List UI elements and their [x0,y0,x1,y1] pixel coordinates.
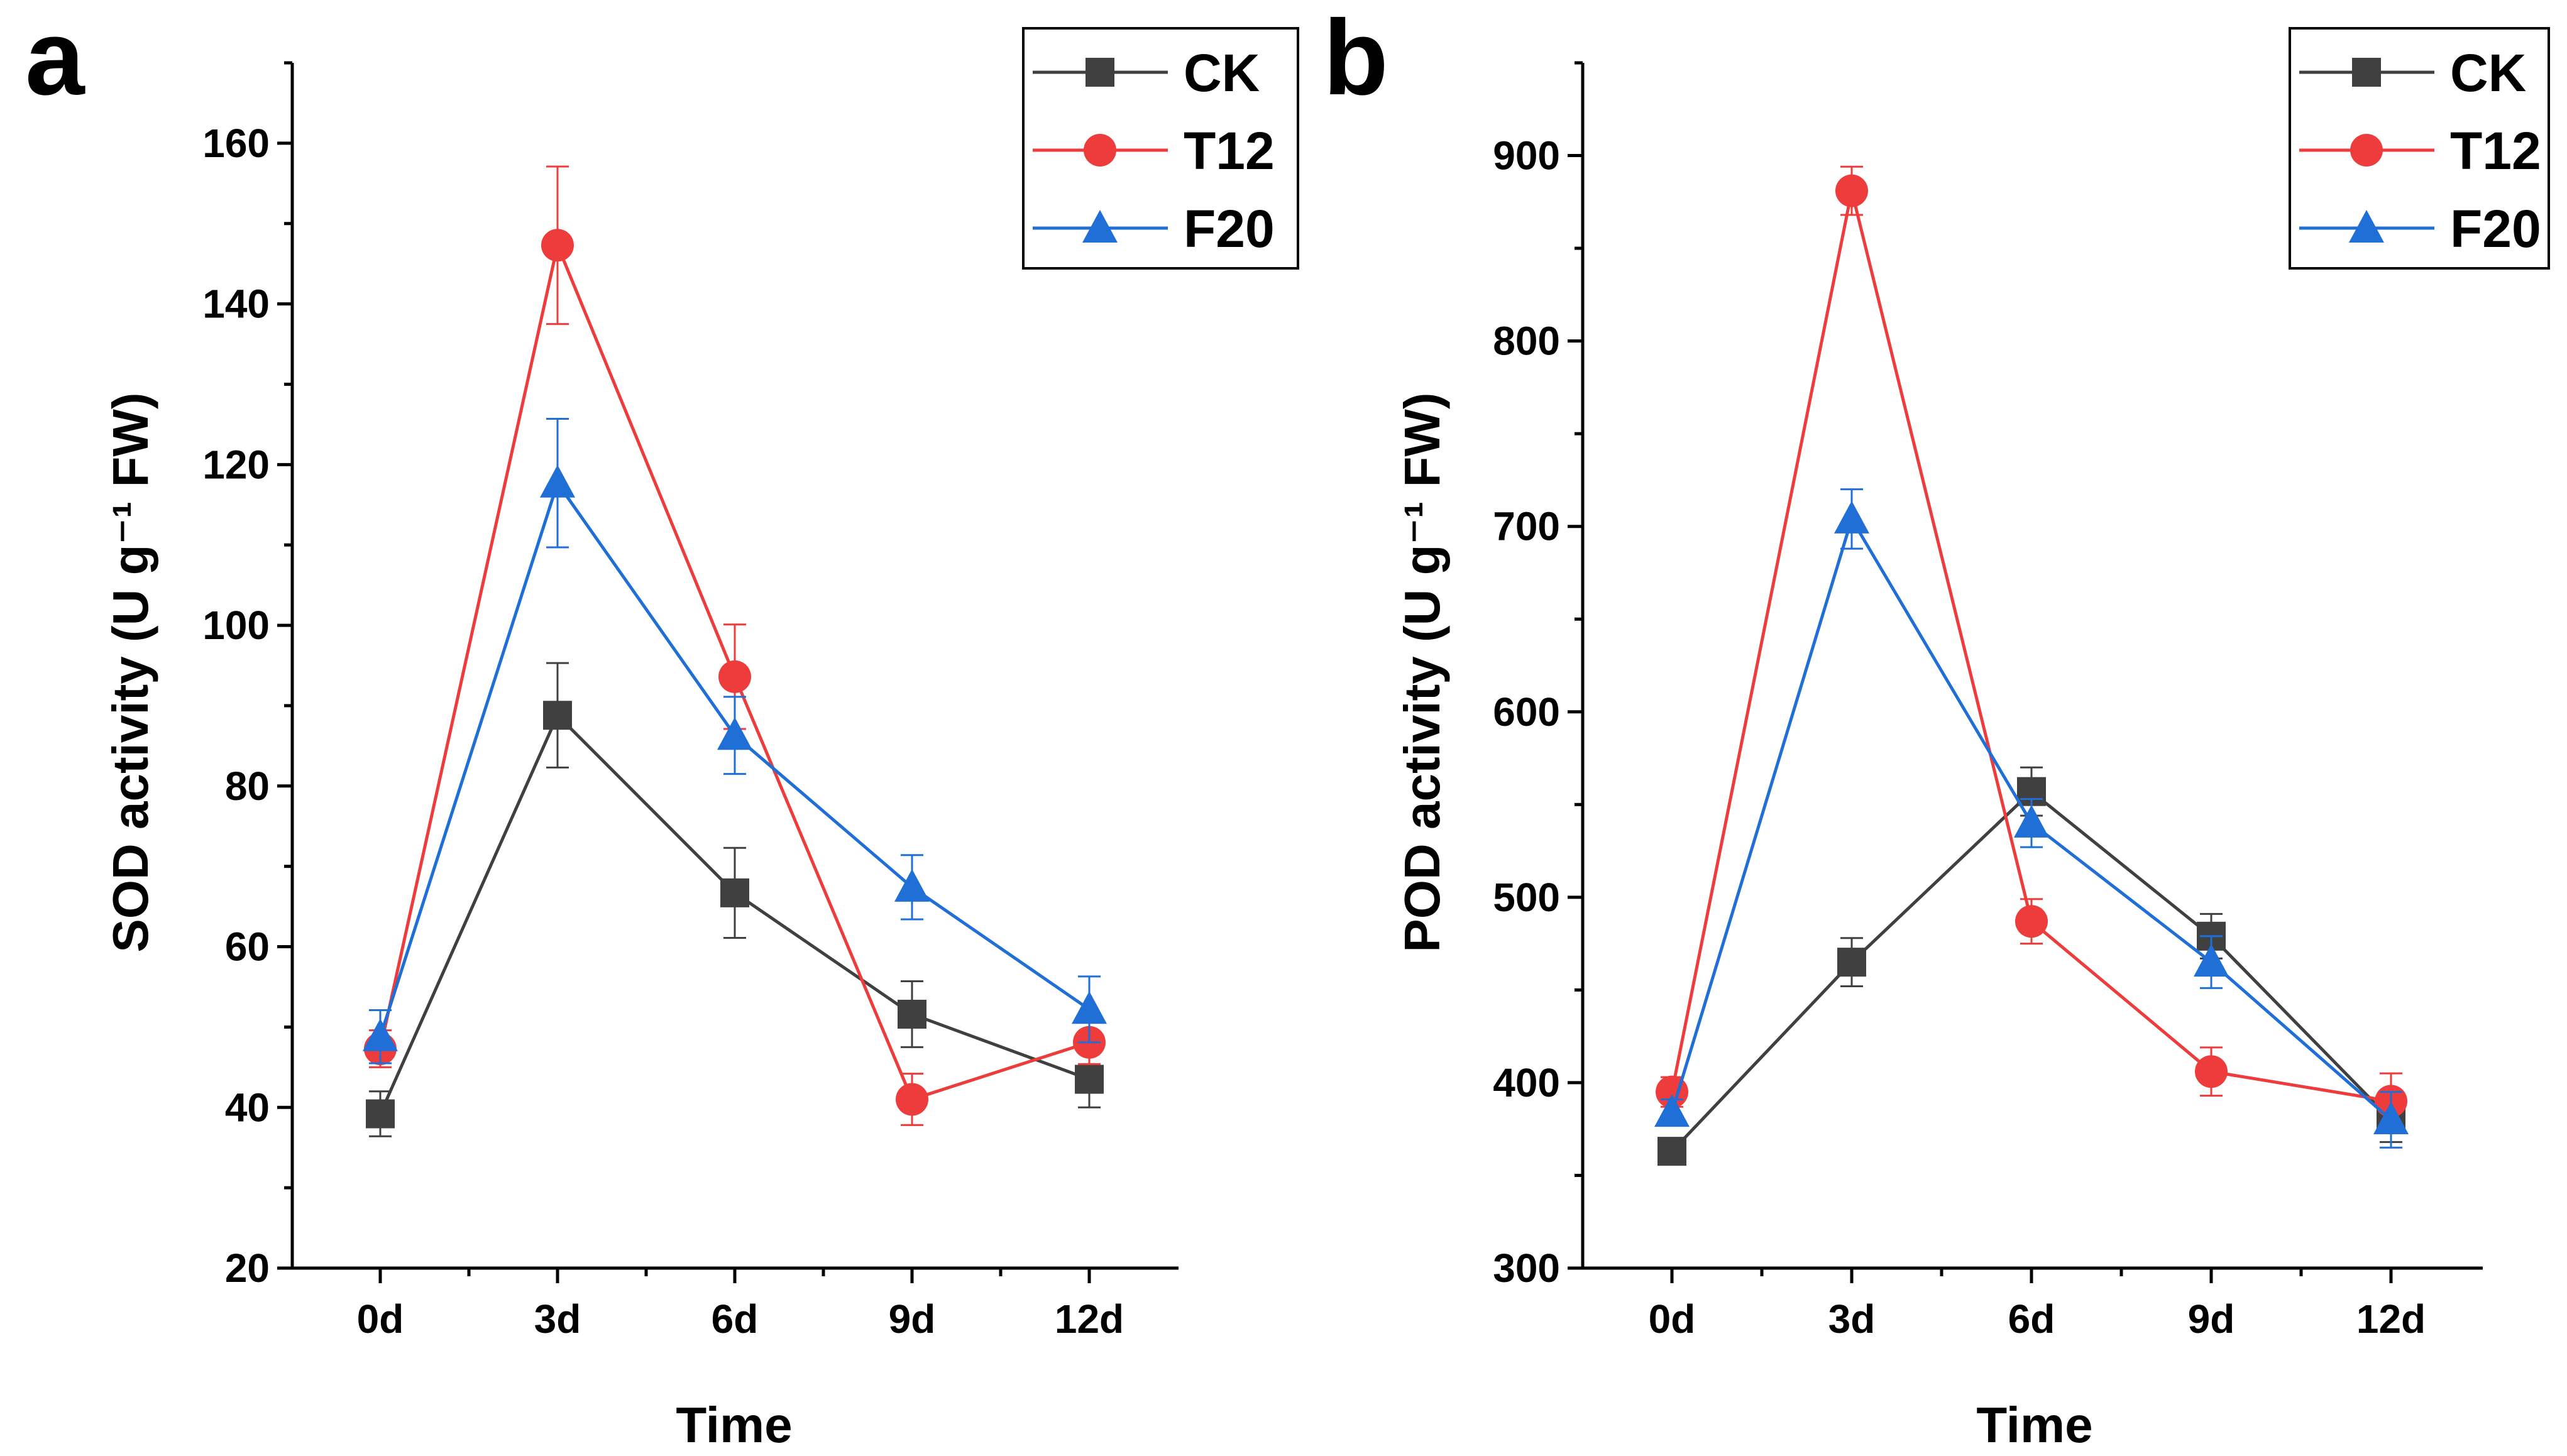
panel-a-y-tick-label: 20 [225,1245,270,1291]
panel-a-y-tick-label: 40 [225,1085,270,1130]
panel-label-a: a [25,0,85,118]
panel-a-legend: CK T12 F20 [1022,27,1299,270]
panel-b-x-axis-title: Time [1976,1397,2092,1453]
panel-a-ck-data-point [366,1099,395,1129]
panel-b-series-f20 [1654,488,2409,1149]
panel-b-y-axis-title: POD activity (U g⁻¹ FW) [1394,392,1450,952]
panel-b-legend-marker-ck [2352,58,2381,87]
panel-a-legend-label-ck: CK [1184,43,1260,102]
panel-b-x-tick-label: 9d [2188,1296,2235,1342]
panel-a-ck-data-point [898,999,926,1029]
panel-b-y-tick-label: 500 [1493,875,1560,920]
panel-b-y-tick-label: 800 [1493,319,1560,364]
panel-a-t12-data-point [896,1083,928,1116]
panel-b-legend-marker-f20 [2349,210,2384,243]
panel-a-f20-data-point [540,464,575,498]
panel-a-t12-data-point [541,229,574,262]
panel-b-f20-data-point [2194,944,2229,977]
panel-b-x-tick-label: 12d [2356,1296,2426,1342]
panel-a-y-tick-label: 80 [225,764,270,809]
panel-a-y-tick-label: 160 [202,121,270,166]
panel-b-legend: CK T12 F20 [2289,27,2550,270]
panel-a-t12-data-point [718,660,751,693]
panel-b-y-tick-label: 900 [1493,133,1560,178]
panel-a-f20-data-point [363,1018,398,1051]
panel-a-x-tick-label: 12d [1055,1296,1124,1342]
panel-b-y-tick-label: 600 [1493,689,1560,735]
panel-b-legend-label-ck: CK [2450,43,2526,102]
panel-a-legend-label-f20: F20 [1184,199,1275,258]
panel-b-t12-data-point [1835,174,1868,207]
panel-a-series [363,165,1107,1137]
panel-a-legend-marker-t12 [1084,134,1116,167]
panel-b-f20-data-point [2373,1101,2409,1134]
panel-a: a 20 40 60 80 100 120 140 160 0d 3d 6d 9d 12d Time S… [25,0,1299,1453]
panel-b-axes: 300 400 500 600 700 800 900 0d 3d 6d 9d 12d [1493,61,2483,1342]
panel-a-y-tick-label: 100 [202,603,270,648]
panel-a-legend-label-t12: T12 [1184,121,1275,180]
panel-b-x-tick-label: 6d [2008,1296,2055,1342]
panel-a-f20-data-point [717,717,752,750]
panel-b-f20-data-point [1834,500,1869,534]
panel-a-axes: 20 40 60 80 100 120 140 160 0d 3d 6d 9d 12d [202,61,1179,1342]
panel-a-series-f20 [363,417,1107,1065]
panel-a-ck-data-point [543,701,572,730]
panel-b-legend-label-t12: T12 [2450,121,2541,180]
panel-a-f20-data-point [894,868,930,902]
panel-label-b: b [1323,0,1388,118]
panel-a-x-tick-label: 0d [357,1296,404,1342]
panel-a-f20-data-point [1072,991,1107,1024]
panel-b-t12-data-point [2195,1055,2228,1088]
panel-a-x-tick-label: 3d [534,1296,581,1342]
panel-b-y-tick-label: 700 [1493,504,1560,549]
panel-b-series [1654,165,2409,1166]
panel-a-legend-marker-f20 [1082,210,1118,243]
panel-a-y-tick-label: 140 [202,282,270,327]
panel-b-f20-data-point [2014,804,2049,838]
panel-a-legend-marker-ck [1086,58,1114,87]
panel-a-y-axis-title: SOD activity (U g⁻¹ FW) [102,392,158,952]
panel-a-ck-data-point [720,878,749,907]
panel-b-legend-marker-t12 [2350,134,2383,167]
panel-b-f20-data-point [1654,1094,1690,1127]
panel-b-y-tick-label: 400 [1493,1060,1560,1105]
panel-a-x-axis-title: Time [676,1397,792,1453]
panel-b-x-tick-label: 0d [1649,1296,1696,1342]
panel-a-ck-data-point [1075,1065,1104,1094]
panel-a-y-tick-label: 120 [202,442,270,487]
panel-b-t12-data-point [2015,905,2048,938]
panel-a-x-tick-label: 9d [889,1296,936,1342]
panel-b-y-tick-label: 300 [1493,1245,1560,1291]
panel-b-legend-label-f20: F20 [2450,199,2541,258]
panel-a-y-tick-label: 60 [225,924,270,970]
panel-b-x-tick-label: 3d [1828,1296,1876,1342]
panel-b-ck-data-point [1837,948,1866,977]
panel-a-x-tick-label: 6d [712,1296,759,1342]
panel-b-ck-data-point [1657,1137,1686,1166]
